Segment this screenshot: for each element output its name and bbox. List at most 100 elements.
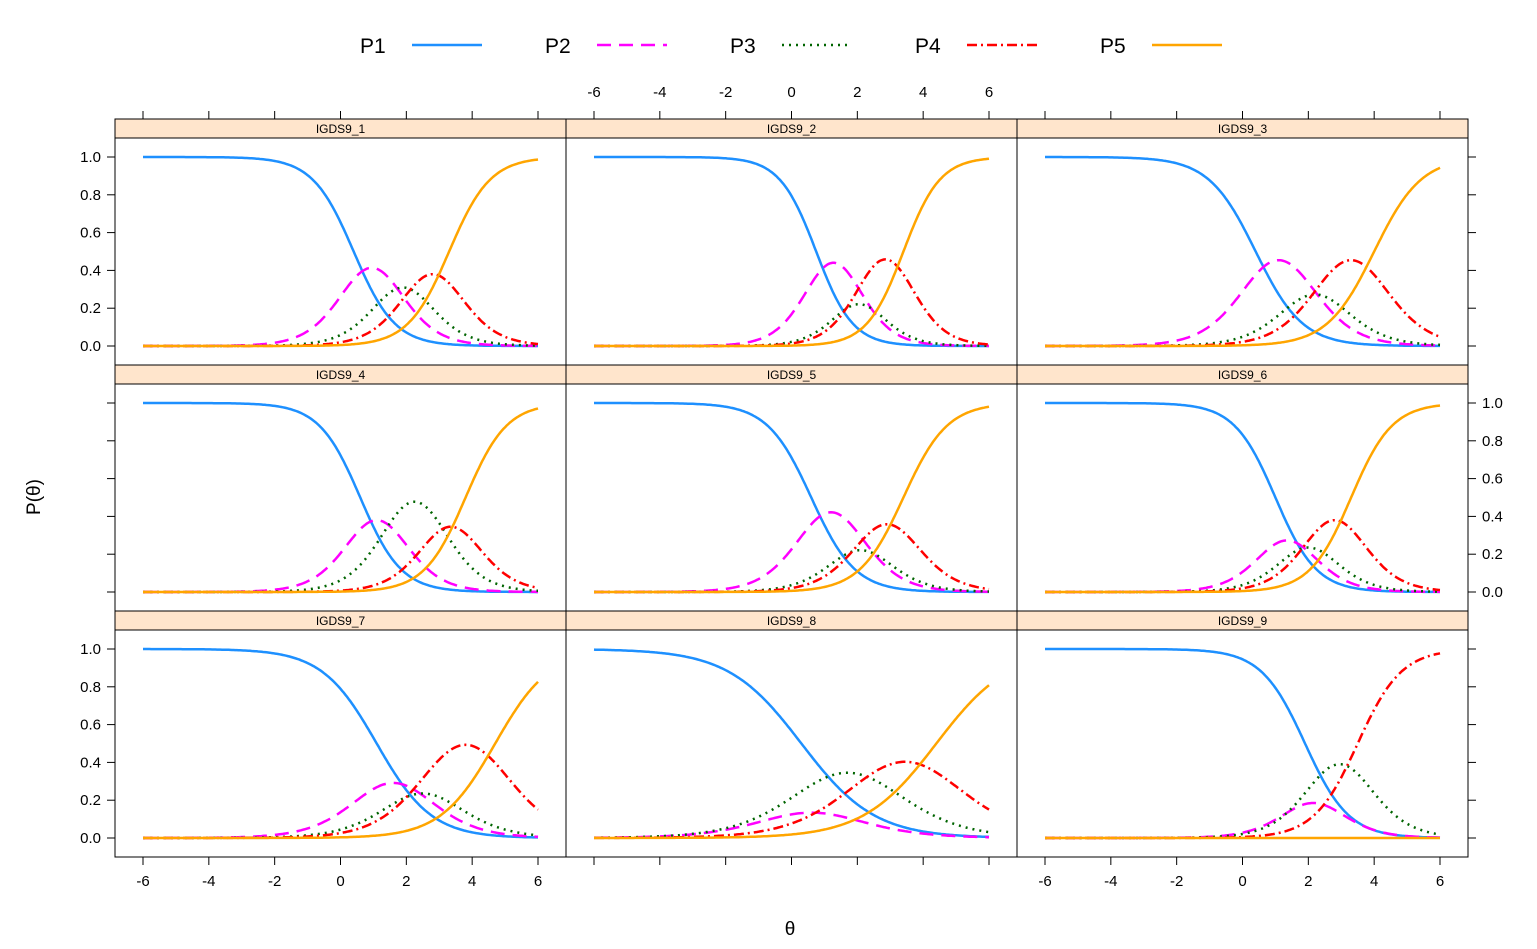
panel-igds9_3: IGDS9_3	[1016, 118, 1469, 366]
curve-p1	[594, 401, 989, 594]
panel-igds9_9: IGDS9_9	[1016, 610, 1469, 858]
y-tick-label: 0.8	[80, 679, 101, 696]
curve-p4	[1045, 652, 1441, 840]
y-tick-label: 0.6	[1482, 471, 1503, 488]
curve-p2	[594, 511, 989, 594]
legend-label-p1: P1	[360, 35, 386, 58]
x-tick-label: 6	[1436, 873, 1444, 890]
x-tick-label: 2	[853, 84, 861, 101]
x-tick-label: 2	[402, 873, 410, 890]
curve-p1	[143, 155, 538, 348]
legend-label-p2: P2	[545, 35, 571, 58]
y-tick-label: 0.2	[1482, 546, 1503, 563]
curve-p5	[594, 405, 990, 594]
x-tick-label: -2	[268, 873, 281, 890]
curve-p3	[594, 771, 990, 839]
curve-p2	[143, 518, 538, 594]
x-tick-label: -2	[719, 84, 732, 101]
x-tick-label: -6	[587, 84, 600, 101]
x-tick-label: 0	[787, 84, 795, 101]
curve-p1	[1045, 155, 1440, 348]
curve-p3	[1045, 546, 1440, 594]
y-tick-label: 0.2	[80, 300, 101, 317]
y-tick-label: 0.4	[80, 754, 101, 771]
curve-p4	[143, 272, 539, 348]
curve-p5	[143, 158, 539, 348]
y-tick-label: 1.0	[80, 149, 101, 166]
strip-label: IGDS9_4	[316, 368, 366, 382]
strip-label: IGDS9_8	[767, 614, 817, 628]
legend-label-p4: P4	[915, 35, 941, 58]
y-tick-label: 1.0	[1482, 395, 1503, 412]
x-tick-label: -4	[1104, 873, 1117, 890]
curve-p5	[594, 157, 990, 348]
curve-p4	[1045, 518, 1441, 594]
curve-p5	[594, 684, 990, 840]
y-tick-label: 0.4	[80, 262, 101, 279]
curve-p4	[143, 525, 539, 594]
panel-igds9_5: IGDS9_5	[565, 364, 1018, 612]
curve-p2	[594, 261, 989, 348]
panel-frame	[1016, 629, 1469, 858]
panel-frame	[114, 383, 567, 612]
panel-igds9_2: IGDS9_2	[565, 118, 1018, 366]
legend: P1 P2 P3 P4 P5	[360, 35, 1222, 58]
y-tick-label: 0.4	[1482, 508, 1503, 525]
axes: 0.0 0.2 0.4 0.6 0.8 1.0 0.0 0.2 0.4 0.6 0.8 1.0 0.0 0…	[80, 84, 1503, 890]
strip-label: IGDS9_6	[1218, 368, 1268, 382]
panel-frame	[1016, 137, 1469, 366]
panel-frame	[565, 629, 1018, 858]
curve-p5	[143, 407, 539, 594]
curve-p2	[1045, 258, 1440, 348]
x-tick-label: -4	[653, 84, 666, 101]
x-tick-label: -6	[1038, 873, 1051, 890]
x-tick-label: 0	[1238, 873, 1246, 890]
curve-p4	[594, 523, 990, 594]
strip-label: IGDS9_3	[1218, 122, 1268, 136]
curve-p4	[594, 258, 990, 348]
x-tick-label: 4	[919, 84, 927, 101]
x-tick-label: 4	[468, 873, 476, 890]
strip-label: IGDS9_7	[316, 614, 366, 628]
curve-p2	[1045, 801, 1441, 840]
curve-p5	[1045, 404, 1441, 594]
panel-igds9_8: IGDS9_8	[565, 610, 1018, 858]
panels: IGDS9_1 IGDS9_2 IGDS9_3 IGDS9_4 IGDS9_5 IGDS9…	[114, 118, 1469, 858]
strip-label: IGDS9_5	[767, 368, 817, 382]
curve-p3	[594, 302, 990, 348]
curve-p2	[143, 266, 538, 348]
curve-p2	[143, 781, 539, 840]
curve-p3	[1045, 293, 1441, 348]
curve-p3	[594, 548, 989, 594]
curve-p2	[594, 811, 989, 839]
y-tick-label: 0.8	[1482, 433, 1503, 450]
curve-p1	[143, 647, 539, 839]
y-tick-label: 0.8	[80, 187, 101, 204]
curve-p3	[143, 792, 539, 840]
y-tick-label: 0.6	[80, 225, 101, 242]
y-tick-label: 0.0	[80, 338, 101, 355]
curve-p4	[143, 743, 539, 840]
panel-igds9_7: IGDS9_7	[114, 610, 567, 858]
y-tick-label: 0.6	[80, 717, 101, 734]
x-tick-label: 6	[985, 84, 993, 101]
x-tick-label: -6	[136, 873, 149, 890]
y-tick-label: 0.0	[80, 830, 101, 847]
curve-p4	[1045, 258, 1441, 348]
strip-label: IGDS9_1	[316, 122, 366, 136]
panel-igds9_4: IGDS9_4	[114, 364, 567, 612]
curve-p4	[594, 760, 990, 840]
x-tick-label: -4	[202, 873, 215, 890]
y-tick-label: 0.2	[80, 792, 101, 809]
legend-label-p5: P5	[1100, 35, 1126, 58]
curve-p5	[143, 680, 539, 840]
x-axis-title: θ	[785, 919, 796, 940]
curve-p2	[1045, 539, 1440, 594]
curve-p1	[594, 155, 989, 348]
x-tick-label: 0	[336, 873, 344, 890]
curve-p1	[1045, 401, 1440, 594]
y-axis-title: P(θ)	[24, 479, 45, 515]
x-tick-label: 4	[1370, 873, 1378, 890]
x-tick-label: -2	[1170, 873, 1183, 890]
